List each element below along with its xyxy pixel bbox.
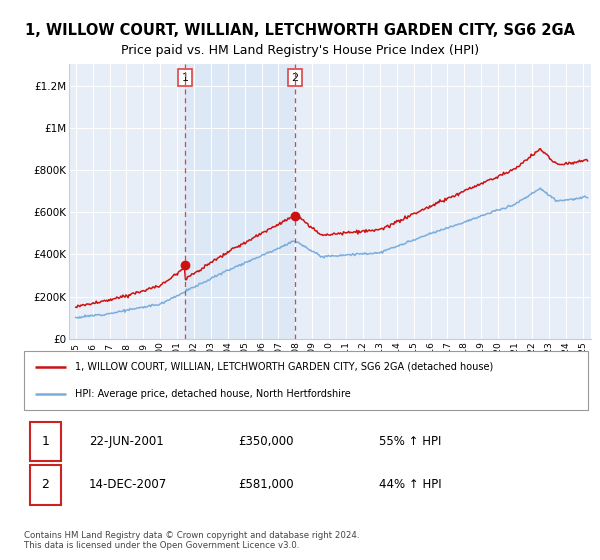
FancyBboxPatch shape xyxy=(29,422,61,461)
Text: Price paid vs. HM Land Registry's House Price Index (HPI): Price paid vs. HM Land Registry's House … xyxy=(121,44,479,57)
Text: HPI: Average price, detached house, North Hertfordshire: HPI: Average price, detached house, Nort… xyxy=(75,389,350,399)
FancyBboxPatch shape xyxy=(24,351,588,410)
Text: 2: 2 xyxy=(291,73,298,83)
Bar xyxy=(185,64,295,339)
Text: 2: 2 xyxy=(41,478,49,492)
Text: £581,000: £581,000 xyxy=(238,478,294,492)
Text: £350,000: £350,000 xyxy=(238,435,294,448)
FancyBboxPatch shape xyxy=(29,465,61,505)
Text: Contains HM Land Registry data © Crown copyright and database right 2024.
This d: Contains HM Land Registry data © Crown c… xyxy=(24,531,359,550)
Text: 1, WILLOW COURT, WILLIAN, LETCHWORTH GARDEN CITY, SG6 2GA (detached house): 1, WILLOW COURT, WILLIAN, LETCHWORTH GAR… xyxy=(75,362,493,372)
Text: 1: 1 xyxy=(41,435,49,448)
Text: 1, WILLOW COURT, WILLIAN, LETCHWORTH GARDEN CITY, SG6 2GA: 1, WILLOW COURT, WILLIAN, LETCHWORTH GAR… xyxy=(25,24,575,38)
Text: 14-DEC-2007: 14-DEC-2007 xyxy=(89,478,167,492)
Text: 55% ↑ HPI: 55% ↑ HPI xyxy=(379,435,442,448)
Text: 22-JUN-2001: 22-JUN-2001 xyxy=(89,435,164,448)
Text: 1: 1 xyxy=(182,73,188,83)
Text: 44% ↑ HPI: 44% ↑ HPI xyxy=(379,478,442,492)
